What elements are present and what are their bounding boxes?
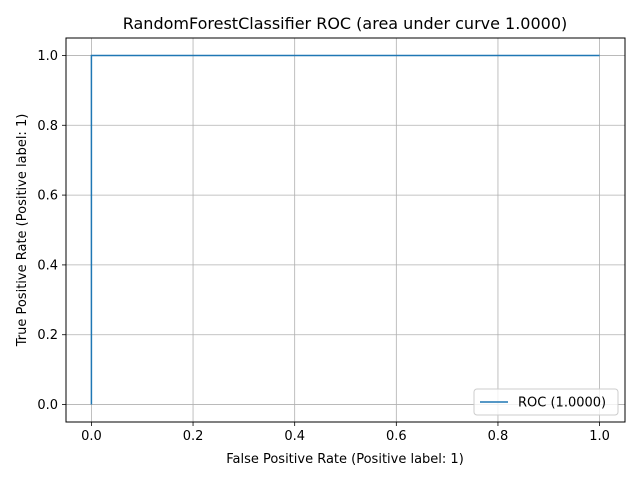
legend-label: ROC (1.0000) [518,396,606,411]
chart-title: RandomForestClassifier ROC (area under c… [123,14,568,33]
series-layer [90,54,600,405]
x-tick-label: 0.2 [183,429,204,444]
roc-curve-line [90,54,600,405]
y-tick-label: 0.2 [37,328,58,343]
x-tick-label: 0.4 [284,429,305,444]
y-axis-label: True Positive Rate (Positive label: 1) [15,114,30,348]
x-tick-label: 0.0 [81,429,102,444]
axes-frame [65,37,626,423]
grid [66,38,625,422]
y-tick-label: 0.8 [37,119,58,134]
y-tick-label: 1.0 [37,49,58,64]
x-axis-ticks: 0.0 0.2 0.4 0.6 0.8 1.0 [81,422,610,444]
y-axis-ticks: 0.0 0.2 0.4 0.6 0.8 1.0 [37,49,66,413]
y-tick-label: 0.6 [37,189,58,204]
x-tick-label: 0.6 [386,429,407,444]
x-tick-label: 0.8 [488,429,509,444]
legend: ROC (1.0000) [473,388,619,416]
x-axis-label: False Positive Rate (Positive label: 1) [226,452,464,467]
x-tick-label: 1.0 [589,429,610,444]
y-tick-label: 0.0 [37,398,58,413]
y-tick-label: 0.4 [37,258,58,273]
legend-box [473,388,619,416]
